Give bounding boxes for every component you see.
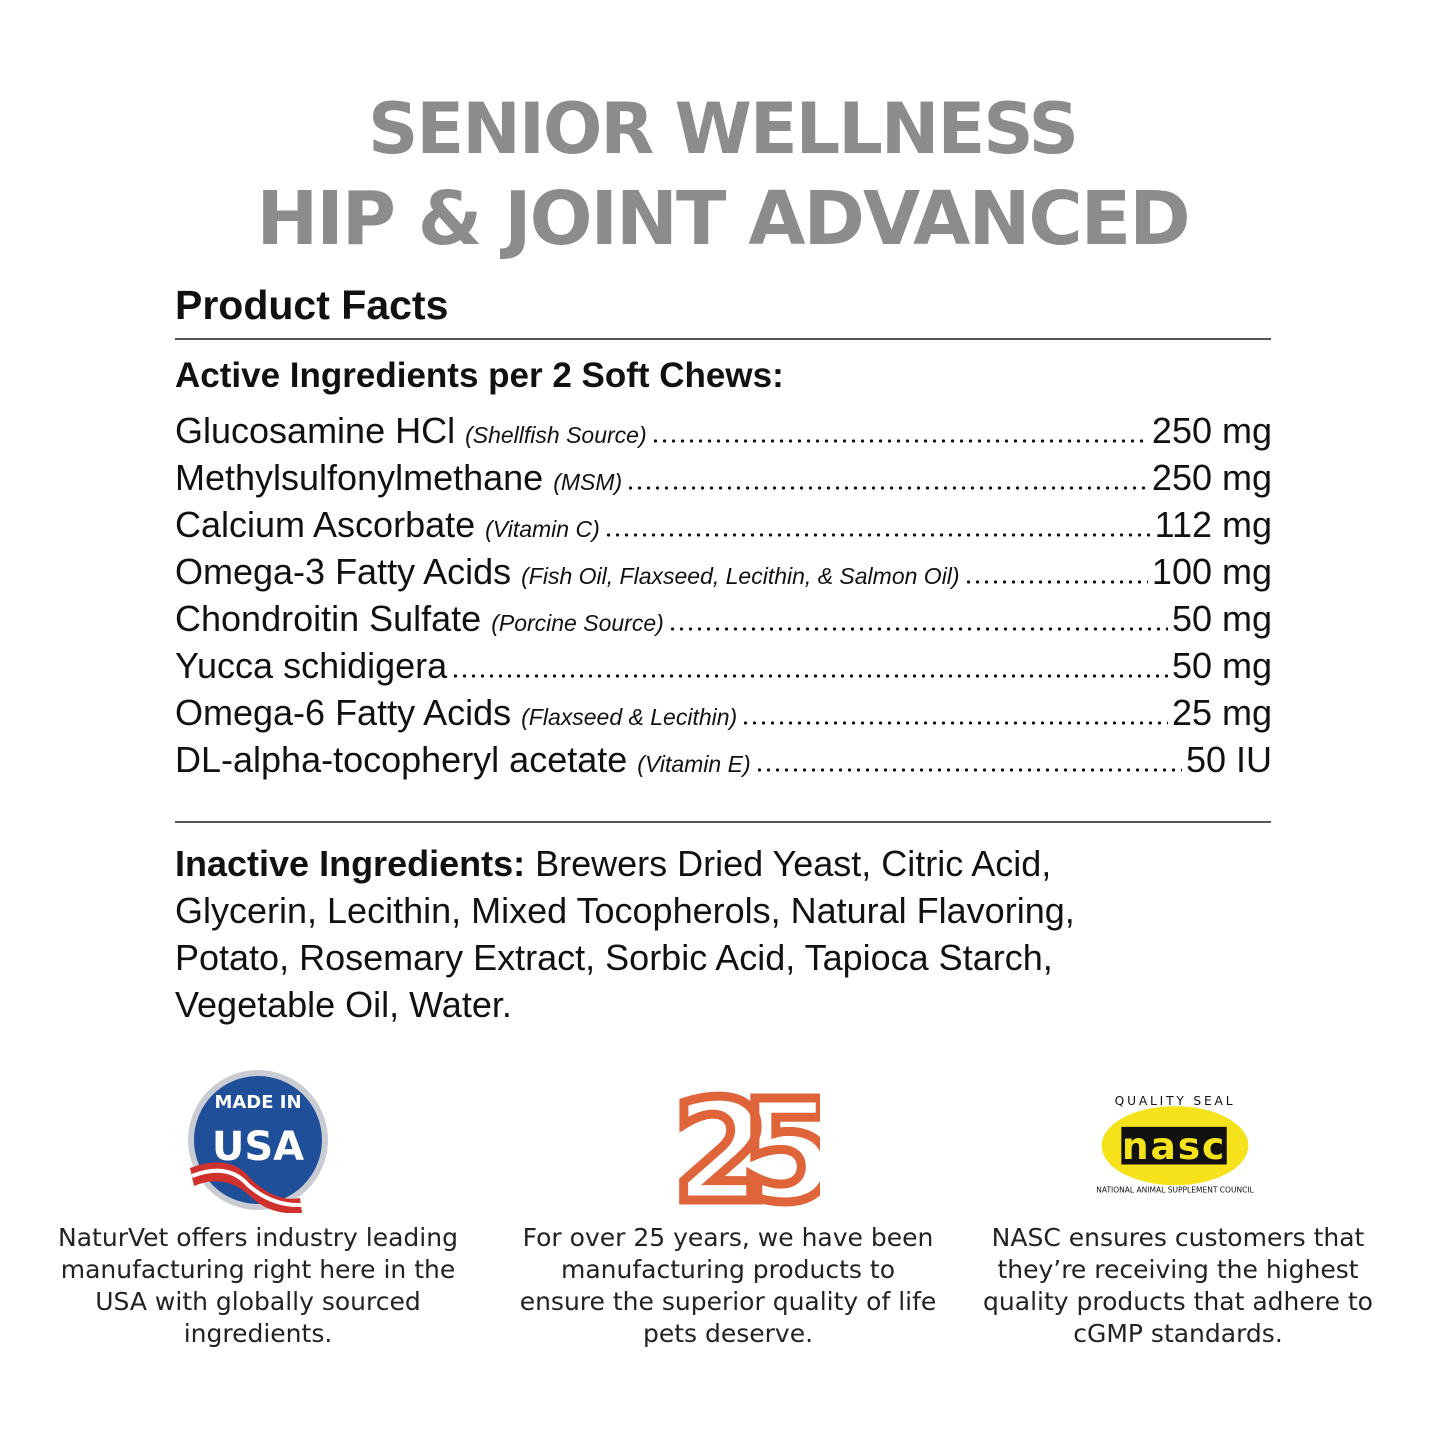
ingredient-row: DL-alpha-tocopheryl acetate (Vitamin E) 50… [175,739,1272,786]
ingredient-row: Chondroitin Sulfate (Porcine Source) 50 mg [175,598,1272,645]
nasc-caption: NASC ensures customers that they’re rece… [983,1223,1373,1348]
ingredient-note: (Vitamin C) [485,516,600,542]
ingredient-row: Omega-6 Fatty Acids (Flaxseed & Lecithin)… [175,692,1272,739]
ingredient-note: (Shellfish Source) [465,422,647,448]
25-years-caption: For over 25 years, we have been manufact… [519,1223,937,1348]
dot-leader [603,533,1151,537]
ingredient-row: Calcium Ascorbate (Vitamin C) 112 mg [175,504,1272,551]
divider [175,338,1271,340]
ingredient-row: Glucosamine HCl (Shellfish Source) 250 mg [175,410,1272,457]
active-ingredients-heading: Active Ingredients per 2 Soft Chews: [175,356,784,395]
ingredient-name: Omega-6 Fatty Acids [175,692,512,733]
ingredient-amount: 112 mg [1154,504,1272,545]
ingredient-note: (Flaxseed & Lecithin) [521,704,738,730]
dot-leader [451,674,1168,678]
made-in-text: MADE IN [214,1092,301,1113]
ingredient-name: Yucca schidigera [175,645,448,686]
ingredient-note: (Porcine Source) [491,610,664,636]
usa-text: USA [212,1124,304,1170]
ingredient-amount: 25 mg [1171,692,1272,733]
dot-leader [754,768,1182,772]
svg-text:25: 25 [673,1071,820,1213]
usa-caption: NaturVet offers industry leading manufac… [58,1223,458,1348]
ingredient-note: (MSM) [553,469,623,495]
ingredient-row: Omega-3 Fatty Acids (Fish Oil, Flaxseed, … [175,551,1272,598]
ingredient-note: (Fish Oil, Flaxseed, Lecithin, & Salmon … [521,563,960,589]
ingredient-name: Methylsulfonylmethane [175,457,544,498]
ingredient-amount: 250 mg [1151,457,1272,498]
dot-leader [741,721,1168,725]
25-years-badge-icon: 25 [668,1068,820,1213]
ingredient-amount: 50 mg [1171,598,1272,639]
ingredient-row: Yucca schidigera 50 mg [175,645,1272,692]
ingredient-name: Calcium Ascorbate [175,504,476,545]
ingredient-amount: 50 IU [1185,739,1272,780]
ingredient-amount: 50 mg [1171,645,1272,686]
ingredient-name: Chondroitin Sulfate [175,598,482,639]
nasc-quality-seal-icon: QUALITY SEAL nasc NATIONAL ANIMAL SUPPLE… [1096,1094,1254,1195]
ingredient-row: Methylsulfonylmethane (MSM) 250 mg [175,457,1272,504]
made-in-usa-badge-icon: MADE IN USA [188,1070,328,1213]
ingredient-name: Omega-3 Fatty Acids [175,551,512,592]
inactive-ingredients: Inactive Ingredients: Brewers Dried Yeas… [175,840,1185,1028]
dot-leader [963,580,1148,584]
ingredient-amount: 250 mg [1151,410,1272,451]
svg-text:NATIONAL ANIMAL SUPPLEMENT COU: NATIONAL ANIMAL SUPPLEMENT COUNCIL [1096,1186,1254,1195]
svg-text:nasc: nasc [1122,1124,1226,1168]
product-facts-heading: Product Facts [175,282,449,328]
divider [175,821,1271,823]
ingredient-note: (Vitamin E) [637,751,751,777]
title-line-2: HIP & JOINT ADVANCED [256,176,1190,262]
dot-leader [626,486,1148,490]
ingredient-name: DL-alpha-tocopheryl acetate [175,739,628,780]
title-line-1: SENIOR WELLNESS [368,88,1079,170]
inactive-text: Brewers Dried Yeast, Citric Acid, Glycer… [175,843,1075,1025]
ingredient-list: Glucosamine HCl (Shellfish Source) 250 mg M… [175,410,1272,786]
ingredient-amount: 100 mg [1151,551,1272,592]
dot-leader [650,439,1148,443]
inactive-label: Inactive Ingredients: [175,843,526,884]
dot-leader [667,627,1168,631]
ingredient-name: Glucosamine HCl [175,410,456,451]
svg-text:QUALITY SEAL: QUALITY SEAL [1115,1094,1236,1108]
